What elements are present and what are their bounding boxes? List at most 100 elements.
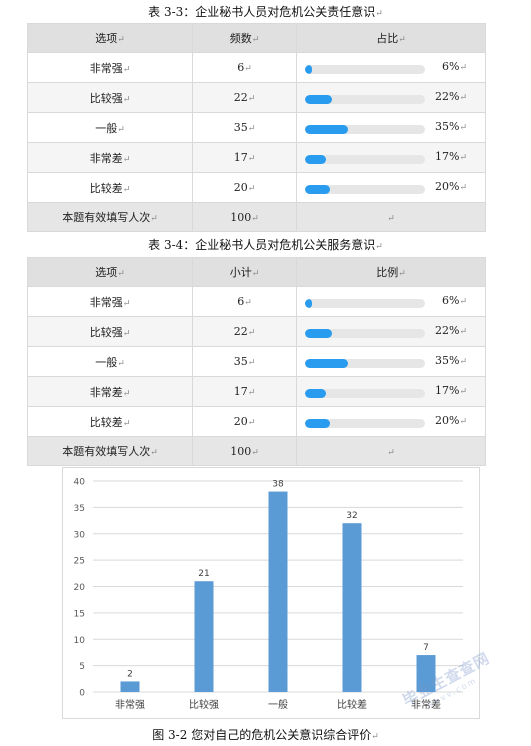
percent-bar-track (305, 299, 425, 308)
percent-label: 22%↵ (435, 324, 467, 337)
table1-row: 一般↵ 35↵ 35%↵ (27, 112, 486, 143)
option-label: 比较差↵ (27, 406, 193, 437)
percent-bar-cell: 20%↵ (296, 406, 486, 437)
table2-row: 比较强↵ 22↵ 22%↵ (27, 316, 486, 347)
count-value: 35↵ (192, 346, 297, 377)
bar-data-label: 38 (272, 480, 284, 490)
y-tick-label: 40 (74, 478, 86, 488)
x-category-label: 非常强 (115, 698, 145, 711)
bar (342, 523, 362, 692)
table1-row: 非常强↵ 6↵ 6%↵ (27, 52, 486, 83)
y-tick-label: 0 (79, 689, 85, 699)
y-tick-label: 35 (74, 504, 85, 514)
option-label: 非常强↵ (27, 52, 193, 83)
table1-footer-row: 本题有效填写人次↵ 100↵ ↵ (27, 202, 486, 232)
bar-data-label: 2 (127, 669, 133, 679)
option-label: 一般↵ (27, 346, 193, 377)
percent-bar-fill (305, 299, 313, 308)
bar-data-label: 7 (423, 643, 429, 653)
table1-caption: 表 3-3：企业秘书人员对危机公关责任意识↵ (148, 5, 383, 19)
percent-label: 35%↵ (435, 120, 467, 133)
table2-footer-empty: ↵ (296, 436, 486, 466)
count-value: 35↵ (192, 112, 297, 143)
table2-caption: 表 3-4：企业秘书人员对危机公关服务意识↵ (148, 238, 383, 252)
count-value: 20↵ (192, 406, 297, 437)
count-value: 17↵ (192, 142, 297, 173)
table2-footer-label: 本题有效填写人次↵ (27, 436, 193, 466)
percent-bar-track (305, 125, 425, 134)
percent-bar-fill (305, 359, 349, 368)
option-label: 比较差↵ (27, 172, 193, 203)
bar-chart-frame: 0 5 10 15 20 25 30 35 40 2 非常强 21 比较强 38 一般 32 比较差 7 非常差 (62, 467, 480, 719)
table1: 选项↵ 频数↵ 占比↵ 非常强↵ 6↵ 6%↵ 比较强↵ 22↵ 22%↵ 一般↵ 35↵ 35… (27, 23, 486, 232)
table2-header-option: 选项↵ (27, 257, 193, 287)
percent-bar-track (305, 359, 425, 368)
percent-bar-fill (305, 329, 333, 338)
percent-label: 22%↵ (435, 90, 467, 103)
option-label: 比较强↵ (27, 82, 193, 113)
percent-label: 20%↵ (435, 414, 467, 427)
percent-bar-cell: 22%↵ (296, 316, 486, 347)
table2-row: 非常强↵ 6↵ 6%↵ (27, 286, 486, 317)
percent-bar-fill (305, 125, 349, 134)
table2-header-ratio: 比例↵ (296, 257, 486, 287)
count-value: 20↵ (192, 172, 297, 203)
count-value: 6↵ (192, 52, 297, 83)
percent-bar-cell: 22%↵ (296, 82, 486, 113)
table1-row: 比较强↵ 22↵ 22%↵ (27, 82, 486, 113)
count-value: 22↵ (192, 316, 297, 347)
table1-footer-label: 本题有效填写人次↵ (27, 202, 193, 232)
percent-bar-cell: 6%↵ (296, 52, 486, 83)
bar-data-label: 21 (198, 569, 209, 579)
table1-header-row: 选项↵ 频数↵ 占比↵ (27, 23, 486, 53)
y-tick-label: 15 (74, 609, 85, 619)
table1-row: 比较差↵ 20↵ 20%↵ (27, 172, 486, 203)
bar (268, 491, 288, 692)
table1-header-option: 选项↵ (27, 23, 193, 53)
table2-header-row: 选项↵ 小计↵ 比例↵ (27, 257, 486, 287)
percent-label: 6%↵ (442, 60, 467, 73)
x-category-label: 比较差 (337, 698, 367, 711)
count-value: 22↵ (192, 82, 297, 113)
percent-bar-cell: 17%↵ (296, 142, 486, 173)
percent-bar-track (305, 95, 425, 104)
bar (194, 581, 214, 692)
table2: 选项↵ 小计↵ 比例↵ 非常强↵ 6↵ 6%↵ 比较强↵ 22↵ 22%↵ 一般↵ 35↵ 35… (27, 257, 486, 466)
option-label: 非常差↵ (27, 142, 193, 173)
table1-row: 非常差↵ 17↵ 17%↵ (27, 142, 486, 173)
table1-header-count: 频数↵ (192, 23, 297, 53)
percent-label: 17%↵ (435, 150, 467, 163)
percent-bar-fill (305, 155, 326, 164)
option-label: 一般↵ (27, 112, 193, 143)
table2-row: 非常差↵ 17↵ 17%↵ (27, 376, 486, 407)
bar (416, 655, 436, 692)
option-label: 比较强↵ (27, 316, 193, 347)
y-tick-label: 25 (74, 557, 85, 567)
percent-bar-cell: 35%↵ (296, 346, 486, 377)
count-value: 6↵ (192, 286, 297, 317)
percent-label: 20%↵ (435, 180, 467, 193)
percent-bar-cell: 17%↵ (296, 376, 486, 407)
table2-footer-row: 本题有效填写人次↵ 100↵ ↵ (27, 436, 486, 466)
option-label: 非常差↵ (27, 376, 193, 407)
table1-footer-count: 100↵ (192, 202, 297, 232)
percent-bar-track (305, 389, 425, 398)
table2-row: 一般↵ 35↵ 35%↵ (27, 346, 486, 377)
y-tick-label: 20 (74, 583, 86, 593)
bar (120, 681, 140, 692)
x-category-label: 一般 (268, 698, 288, 711)
bar-data-label: 32 (346, 511, 357, 521)
percent-bar-fill (305, 65, 313, 74)
percent-bar-fill (305, 419, 330, 428)
percent-bar-fill (305, 185, 330, 194)
percent-bar-fill (305, 95, 333, 104)
table2-header-subtotal: 小计↵ (192, 257, 297, 287)
option-label: 非常强↵ (27, 286, 193, 317)
y-tick-label: 5 (79, 662, 85, 672)
percent-bar-cell: 6%↵ (296, 286, 486, 317)
y-tick-label: 10 (74, 636, 86, 646)
table2-footer-count: 100↵ (192, 436, 297, 466)
percent-label: 17%↵ (435, 384, 467, 397)
percent-label: 35%↵ (435, 354, 467, 367)
y-tick-label: 30 (74, 530, 86, 540)
